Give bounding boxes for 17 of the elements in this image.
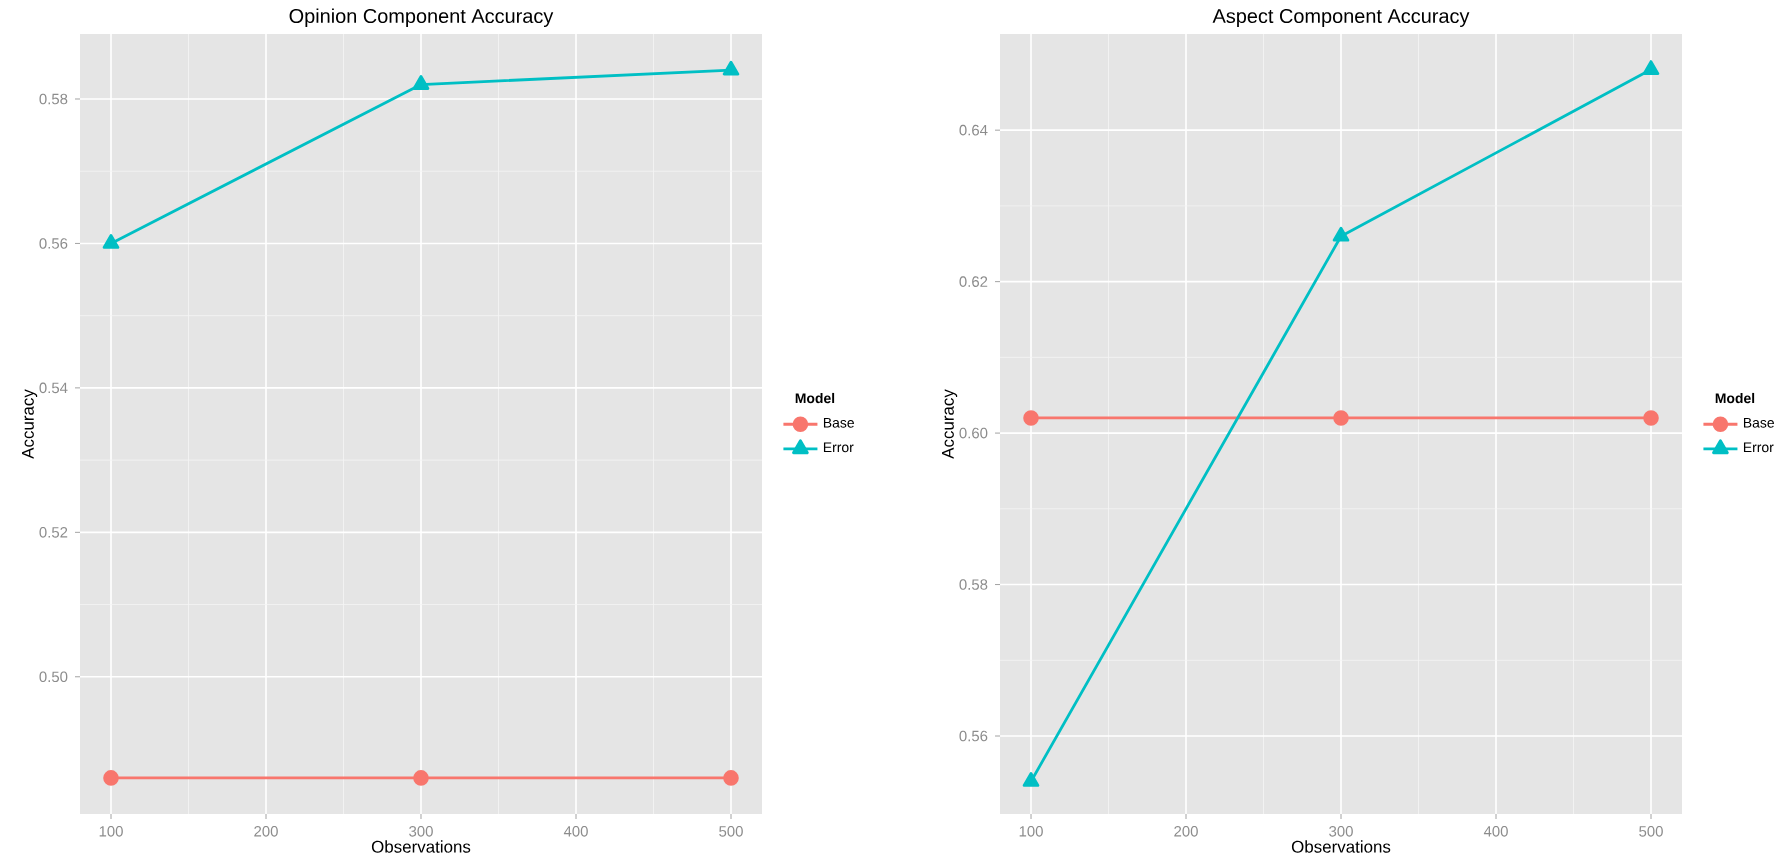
point xyxy=(1643,410,1659,426)
point xyxy=(1642,60,1660,75)
point xyxy=(722,60,740,76)
point xyxy=(723,770,739,786)
point xyxy=(413,770,429,786)
y-axis-title: Accuracy xyxy=(22,389,38,459)
point xyxy=(1333,410,1349,426)
y-axis-title: Accuracy xyxy=(942,389,958,459)
chart-title: Opinion Component Accuracy xyxy=(289,8,554,27)
point xyxy=(412,75,430,90)
point xyxy=(103,770,119,786)
x-axis-title: Observations xyxy=(371,840,471,853)
chart-title: Aspect Component Accuracy xyxy=(1212,8,1470,27)
x-axis-title: Observations xyxy=(1291,840,1391,853)
point xyxy=(1023,410,1039,426)
point xyxy=(102,234,120,249)
point xyxy=(1332,226,1350,242)
